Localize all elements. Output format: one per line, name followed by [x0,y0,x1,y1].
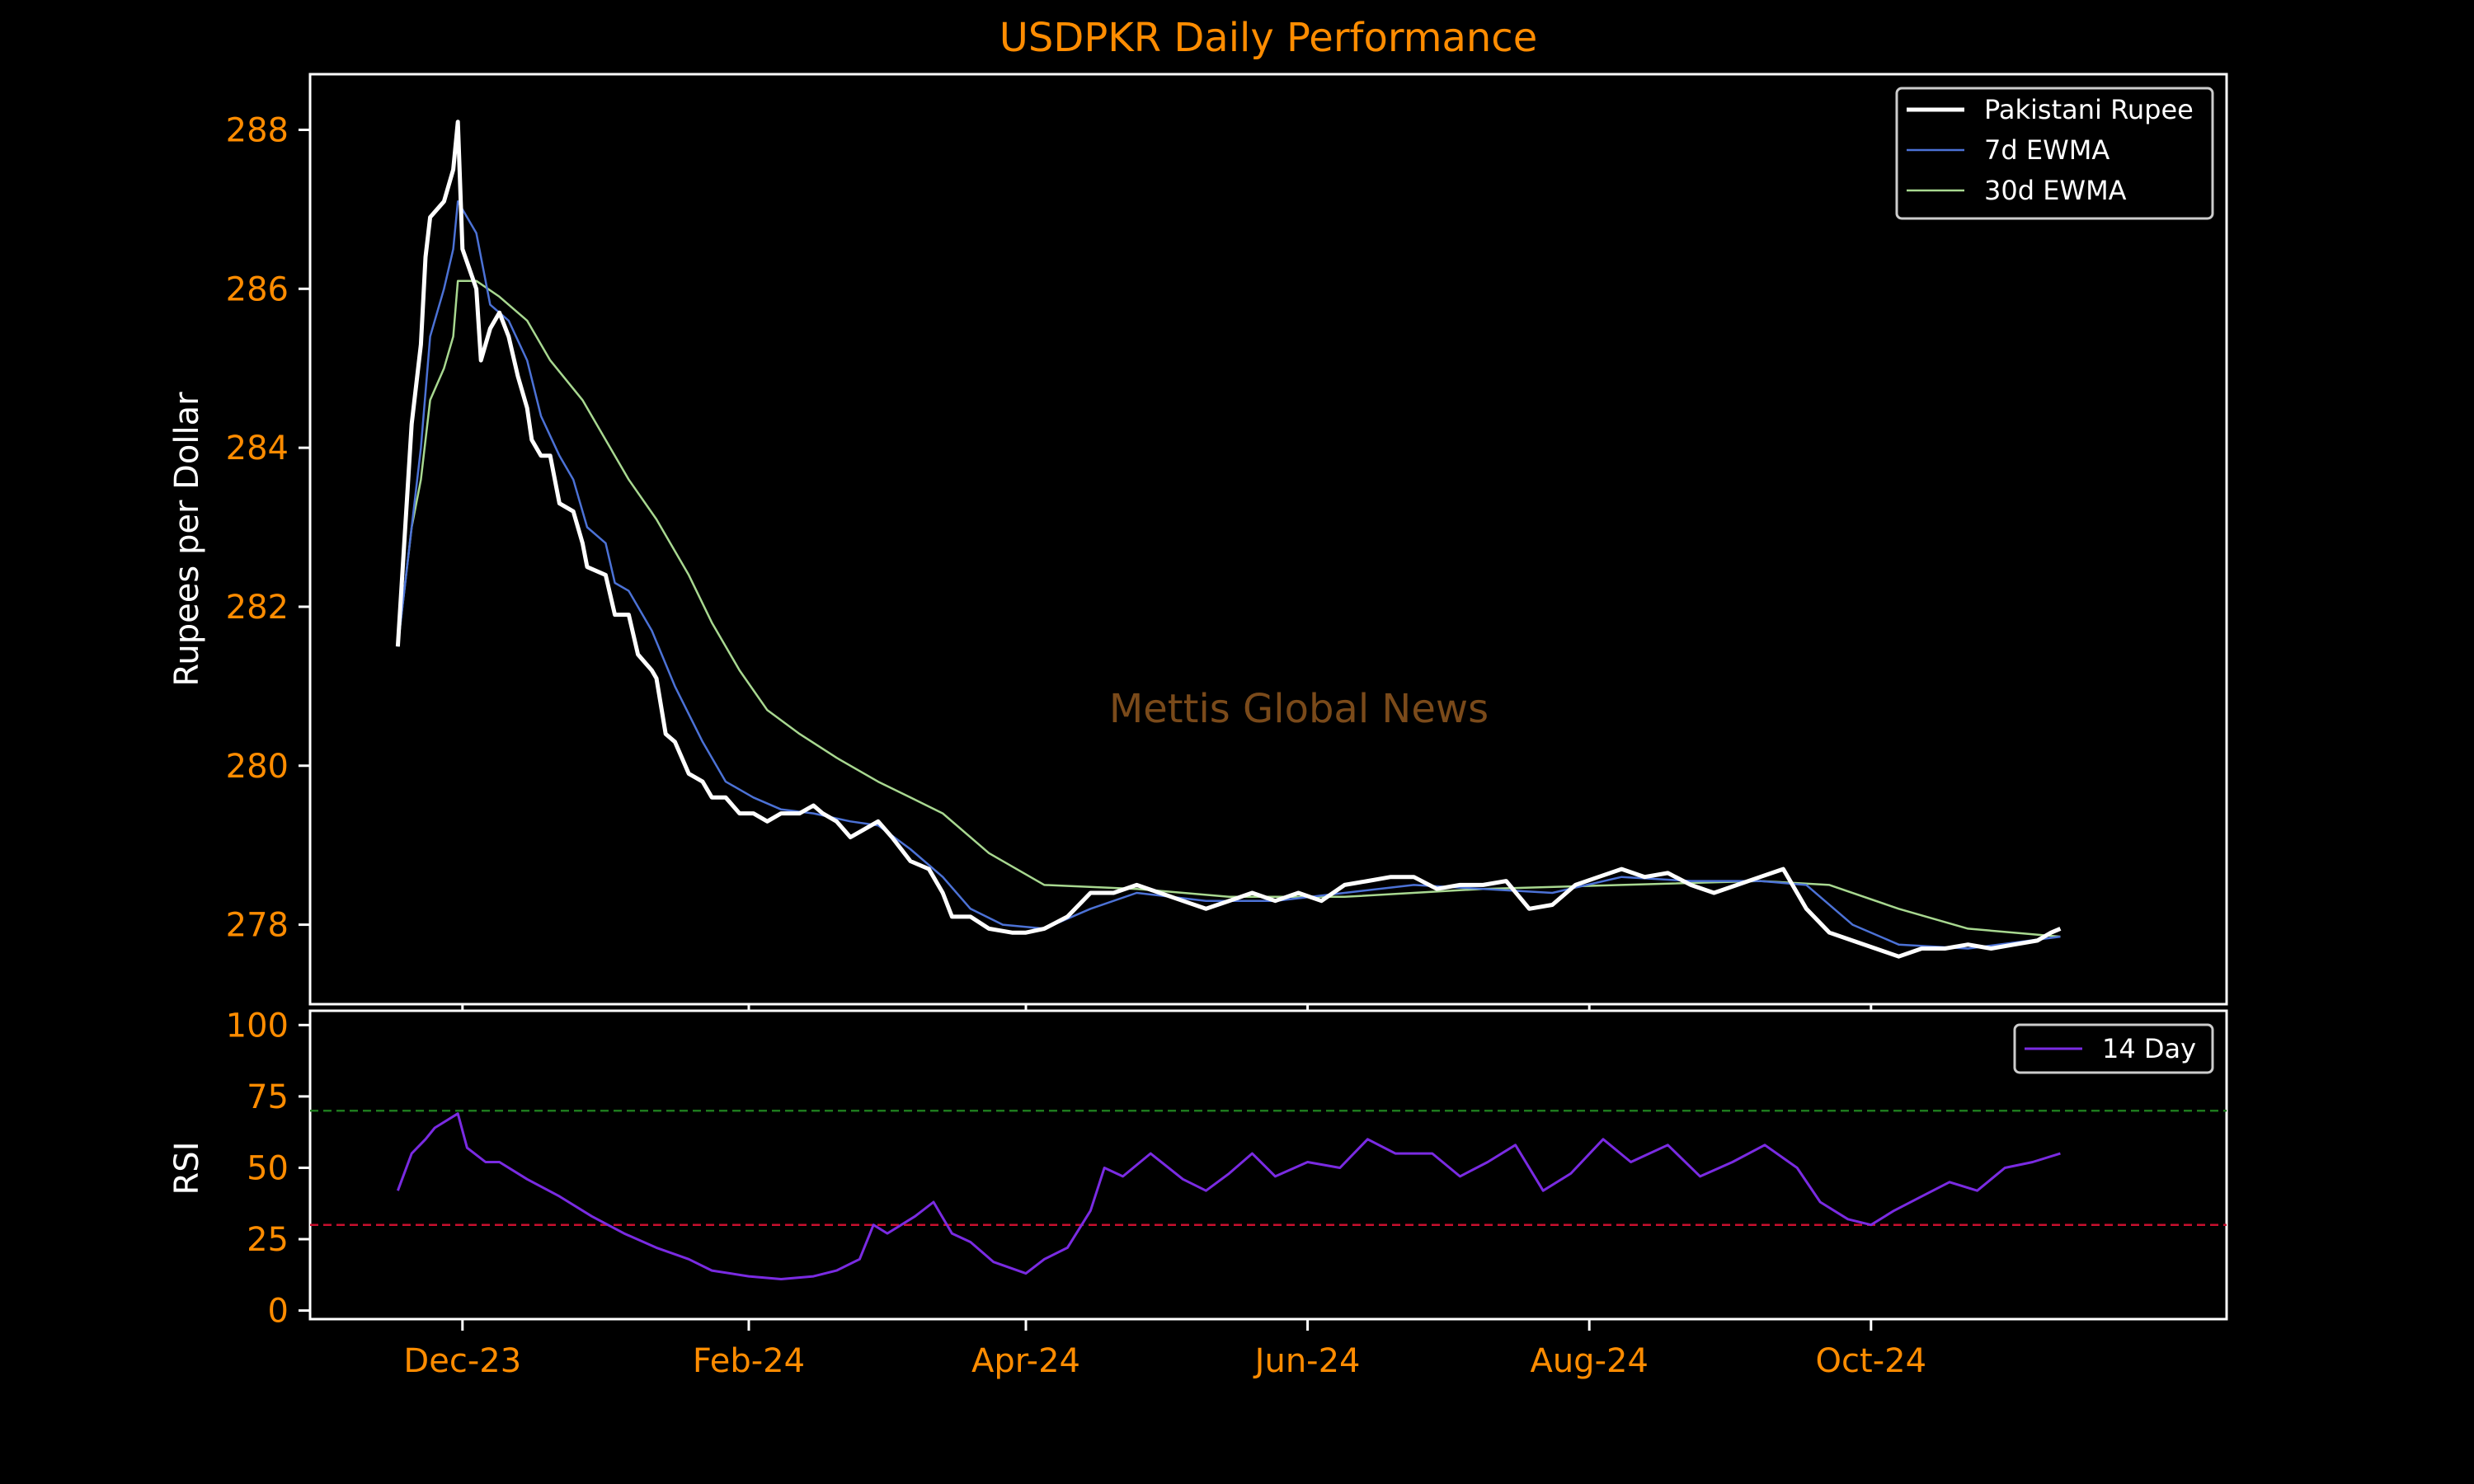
rsi-y-tick-label: 50 [247,1149,289,1187]
price-legend-box [1895,87,2214,220]
series-line-pakistani-rupee [395,120,2062,959]
rsi-reference-lines [310,1109,2227,1226]
price-y-tick-label: 286 [226,270,289,308]
rsi-x-ticks: Dec-23 Feb-24 Apr-24 Jun-24 Aug-24 Oct-24 [403,1319,1926,1380]
watermark-text: Mettis Global News [1109,686,1489,732]
price-y-tick-label: 284 [226,430,289,467]
x-tick-label: Dec-23 [403,1342,521,1380]
x-tick-label: Apr-24 [971,1342,1080,1380]
rsi-plot-frame [308,1009,2228,1321]
price-panel: Rupees per Dollar Mettis Global News 278… [168,73,2228,1016]
price-plot-frame [308,73,2228,1006]
price-y-ticks: 278 280 282 284 286 288 [226,111,310,945]
x-tick-label: Feb-24 [693,1342,805,1380]
price-y-tick-label: 282 [226,589,289,627]
x-tick-label: Jun-24 [1253,1342,1361,1380]
rsi-y-axis-label: RSI [168,1142,206,1195]
rsi-legend-box [2013,1023,2214,1074]
x-tick-label: Oct-24 [1816,1342,1927,1380]
price-legend: Pakistani Rupee 7d EWMA 30d EWMA [1895,87,2214,220]
rsi-y-tick-label: 0 [268,1293,289,1331]
chart-title: USDPKR Daily Performance [999,15,1537,61]
legend-label: 14 Day [2102,1033,2196,1064]
legend-label: 30d EWMA [1984,175,2127,206]
series-line-30d-ewma [397,279,2061,938]
rsi-series [396,1112,2061,1280]
rsi-legend: 14 Day [2013,1023,2214,1074]
price-y-axis-label: Rupees per Dollar [168,392,206,687]
price-series [395,120,2062,959]
rsi-y-tick-label: 75 [247,1078,289,1116]
legend-label: Pakistani Rupee [1984,94,2194,125]
rsi-y-ticks: 0 25 50 75 100 [226,1007,310,1331]
price-y-tick-label: 278 [226,907,289,945]
x-tick-label: Aug-24 [1530,1342,1648,1380]
rsi-series-line [396,1112,2061,1280]
rsi-y-tick-label: 25 [247,1221,289,1259]
price-y-tick-label: 280 [226,748,289,786]
legend-label: 7d EWMA [1984,134,2109,166]
rsi-y-tick-label: 100 [226,1007,289,1045]
rsi-panel: RSI 0 25 50 75 100 Dec-23 Feb-24 Apr-24 Jun-24 A… [168,1007,2228,1380]
price-y-tick-label: 288 [226,111,289,149]
